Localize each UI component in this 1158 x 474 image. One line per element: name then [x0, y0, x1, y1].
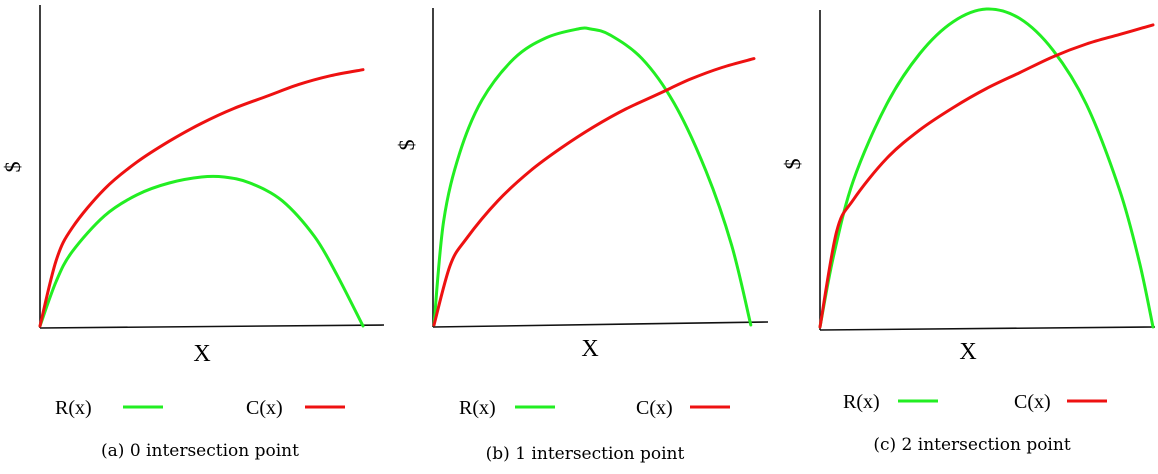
panel-c-series-r-line [818, 7, 1155, 329]
panel-a-x-axis [39, 324, 385, 329]
panel-b-x-label: X [581, 336, 598, 362]
panel-a: $ X R(x) C(x) (a) 0 intersection point [0, 5, 385, 461]
panel-c-y-label: $ [780, 159, 805, 170]
panel-a-y-label: $ [0, 162, 25, 173]
panel-b-series-c-line [432, 57, 756, 327]
panel-c-series-c-line [818, 23, 1155, 329]
panel-a-series-c-line [38, 68, 365, 328]
panel-c-x-label: X [959, 339, 976, 365]
panel-a-legend-r-label: R(x) [55, 397, 92, 419]
panel-c-legend-r-label: R(x) [843, 391, 880, 413]
panel-b-caption: (b) 1 intersection point [486, 444, 685, 464]
panel-b-y-label: $ [394, 140, 419, 151]
panel-a-caption: (a) 0 intersection point [101, 441, 299, 461]
panel-a-series-r-line [38, 174, 365, 328]
panel-a-x-label: X [193, 341, 210, 367]
panel-b-series-r-line [432, 26, 753, 327]
panel-b: $ X R(x) C(x) (b) 1 intersection point [394, 8, 769, 464]
panel-a-legend-c-label: C(x) [246, 397, 283, 419]
panel-c-caption: (c) 2 intersection point [873, 435, 1070, 455]
panel-c-legend-c-label: C(x) [1014, 391, 1051, 413]
panel-b-x-axis [432, 321, 769, 328]
panel-c: $ X R(x) C(x) (c) 2 intersection point [780, 7, 1156, 455]
panel-c-x-axis [819, 326, 1156, 331]
panel-b-legend-r-label: R(x) [459, 397, 496, 419]
panel-b-legend-c-label: C(x) [636, 397, 673, 419]
